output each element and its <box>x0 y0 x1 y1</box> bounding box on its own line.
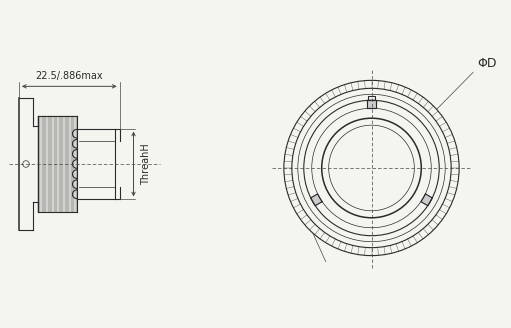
Polygon shape <box>311 194 322 206</box>
Text: 22.5/.886max: 22.5/.886max <box>35 71 103 81</box>
Text: ThrеahH: ThrеahH <box>141 143 151 185</box>
Polygon shape <box>367 100 376 108</box>
Text: ΦD: ΦD <box>477 57 497 71</box>
Polygon shape <box>421 194 432 206</box>
